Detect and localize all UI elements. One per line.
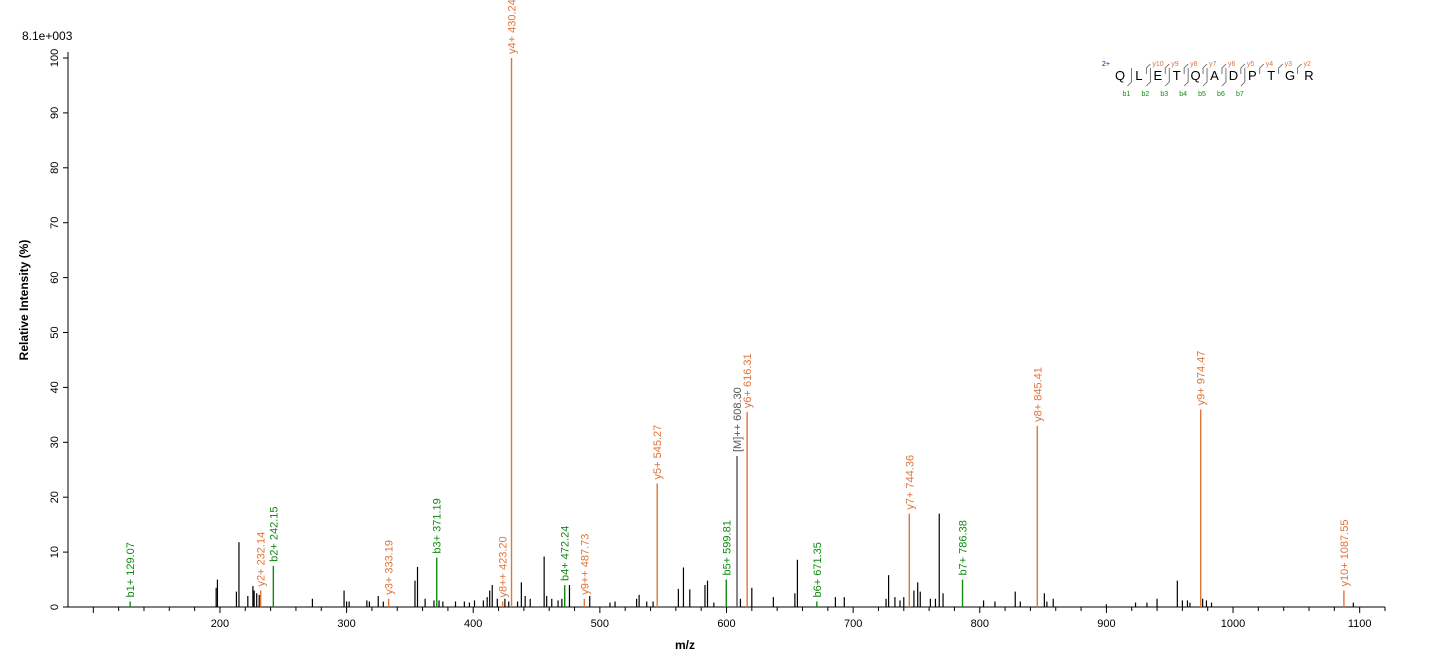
sequence-residue: Q [1191, 68, 1201, 83]
y-ion-label: y2 [1304, 61, 1312, 68]
sequence-residue: T [1267, 68, 1275, 83]
peak-label: y2+ 232.14 [256, 532, 268, 587]
y-tick-label: 100 [49, 49, 61, 67]
peak-label: y9+ 974.47 [1196, 351, 1208, 406]
max-intensity-label: 8.1e+003 [22, 29, 73, 43]
peak-label: b3+ 371.19 [432, 498, 444, 553]
y-tick-label: 30 [49, 436, 61, 448]
peak-label: b2+ 242.15 [268, 506, 280, 561]
sequence-residue: P [1248, 68, 1257, 83]
y-tick-label: 0 [49, 604, 61, 610]
x-tick-label: 500 [591, 618, 609, 630]
y-ion-mark [1164, 63, 1170, 74]
y-ion-mark [1183, 63, 1189, 74]
peak-label: y10+ 1087.55 [1339, 520, 1351, 587]
y-tick-label: 70 [49, 217, 61, 229]
y-ion-label: y10 [1152, 61, 1163, 68]
y-ion-mark [1297, 63, 1302, 74]
sequence-residue: E [1153, 68, 1162, 83]
peak-label: b1+ 129.07 [125, 542, 137, 597]
peak-label: b5+ 599.81 [721, 520, 733, 575]
b-ion-mark [1183, 68, 1189, 87]
peak-label: b4+ 472.24 [560, 526, 572, 581]
y-tick-label: 20 [49, 491, 61, 503]
y-ion-label: y7 [1209, 61, 1217, 68]
annotated-peaks: b1+ 129.07 y2+ 232.14 b2+ 242.15 y3+ 333.19… [125, 0, 1351, 607]
y-axis-title: Relative Intensity (%) [17, 240, 31, 361]
x-tick-label: 600 [717, 618, 735, 630]
y-tick-label: 60 [49, 271, 61, 283]
b-ion-mark [1202, 68, 1208, 87]
peak-label: y4+ 430.24 [507, 0, 519, 54]
b-ion-label: b7 [1236, 91, 1244, 98]
sequence-residue: A [1210, 68, 1219, 83]
charge-state: 2+ [1102, 61, 1110, 68]
b-ion-mark [1221, 68, 1227, 87]
y-tick-label: 90 [49, 107, 61, 119]
peak-label: y7+ 744.36 [904, 455, 916, 510]
peak-label: b7+ 786.38 [958, 520, 970, 575]
axes: 0 10 20 30 40 50 60 70 80 90 100 200 300 400 500 600 700… [49, 49, 1386, 630]
sequence-residue: R [1304, 68, 1313, 83]
y-tick-label: 80 [49, 162, 61, 174]
b-ion-mark [1127, 68, 1132, 87]
sequence-residue: G [1285, 68, 1295, 83]
y-ion-label: y9 [1171, 61, 1179, 68]
peak-label: y3+ 333.19 [384, 540, 396, 595]
b-ion-label: b6 [1217, 91, 1225, 98]
peak-label: b6+ 671.35 [812, 542, 824, 597]
sequence-residue: L [1135, 68, 1142, 83]
b-ion-label: b2 [1141, 91, 1149, 98]
peak-label: y8++ 423.20 [498, 536, 510, 597]
y-ion-label: y5 [1247, 61, 1255, 68]
b-ion-mark [1146, 68, 1151, 87]
peak-label: y6+ 616.31 [742, 353, 754, 408]
b-ion-label: b3 [1160, 91, 1168, 98]
y-ion-label: y8 [1190, 61, 1198, 68]
sequence-residue: D [1229, 68, 1238, 83]
x-tick-label: 300 [337, 618, 355, 630]
x-tick-label: 800 [971, 618, 989, 630]
sequence-residue: T [1173, 68, 1181, 83]
y-ion-label: y4 [1266, 61, 1274, 68]
y-ion-mark [1145, 63, 1151, 74]
y-tick-label: 10 [49, 546, 61, 558]
peak-label: [M]++ 608.30 [732, 387, 744, 452]
x-tick-label: 700 [844, 618, 862, 630]
y-ion-label: y3 [1285, 61, 1293, 68]
y-ion-mark [1240, 63, 1246, 74]
b-ion-mark [1240, 68, 1246, 87]
x-axis-title: m/z [675, 638, 695, 652]
x-tick-label: 1100 [1348, 618, 1372, 630]
x-tick-label: 400 [464, 618, 482, 630]
b-ion-label: b5 [1198, 91, 1206, 98]
y-ion-mark [1278, 63, 1283, 74]
b-ion-mark [1164, 68, 1170, 87]
y-ion-mark [1259, 63, 1265, 74]
sequence-residue: Q [1115, 68, 1125, 83]
y-ion-label: y6 [1228, 61, 1236, 68]
unassigned-peaks [215, 513, 1354, 607]
b-ion-label: b4 [1179, 91, 1187, 98]
x-tick-label: 1000 [1221, 618, 1245, 630]
x-tick-label: 900 [1097, 618, 1115, 630]
y-ion-mark [1202, 63, 1208, 74]
b-ion-label: b1 [1123, 91, 1131, 98]
peak-label: y9++ 487.73 [579, 534, 591, 595]
peak-label: y8+ 845.41 [1032, 367, 1044, 422]
y-tick-label: 50 [49, 326, 61, 338]
peak-label: y5+ 545.27 [652, 425, 664, 480]
y-ion-mark [1221, 63, 1227, 74]
x-tick-label: 200 [211, 618, 229, 630]
y-tick-label: 40 [49, 381, 61, 393]
